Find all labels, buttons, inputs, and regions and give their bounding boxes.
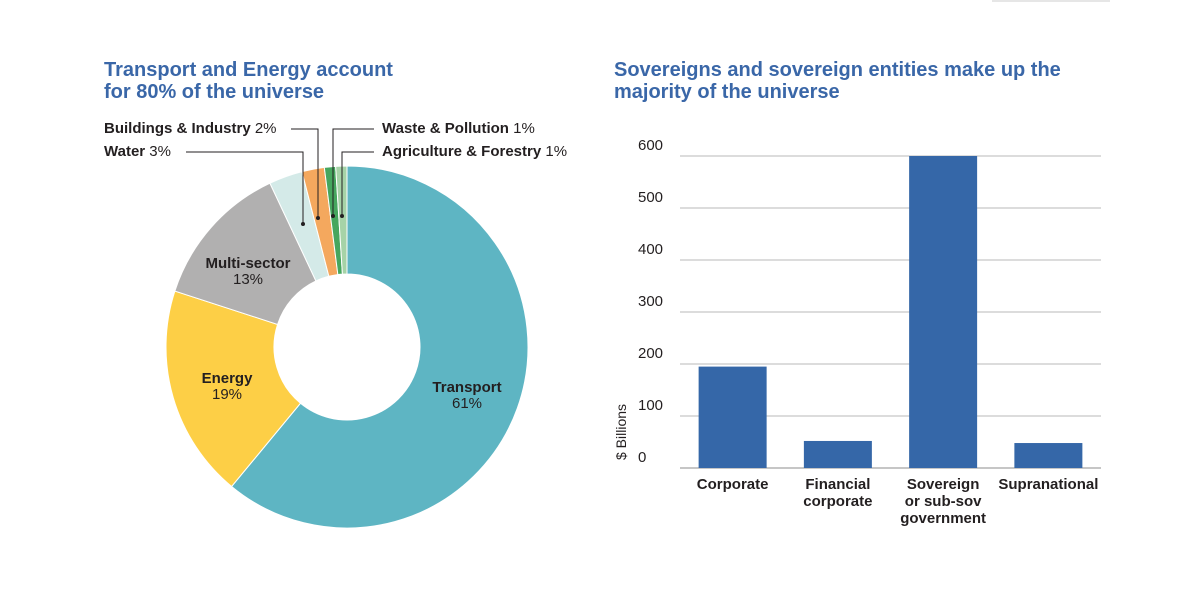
leader-line-waste-pollution [332,128,374,216]
x-tick-label-financial-corporate: Financial corporate [803,476,872,510]
y-tick-label-600: 600 [638,137,663,154]
leader-line-buildings-industry [291,128,319,218]
y-tick-label-300: 300 [638,293,663,310]
y-tick-label-400: 400 [638,241,663,258]
callout-label-waste-pollution: Waste & Pollution 1% [382,120,535,137]
callout-label-water: Water 3% [104,143,171,160]
y-tick-label-500: 500 [638,189,663,206]
leader-line-agriculture-forestry [341,151,374,216]
bar-corporate [698,366,767,468]
y-axis-label: $ Billions [613,404,629,460]
bar-sovereign-or-sub-sov-government [909,156,978,468]
leader-dot-agriculture-forestry [340,214,344,218]
x-tick-label-supranational: Supranational [998,476,1098,493]
x-tick-label-sovereign-or-sub-sov-government: Sovereign or sub-sov government [900,476,986,527]
bar-supranational [1014,443,1083,468]
top-edge-line [992,0,1110,2]
leader-line-water [186,151,304,224]
donut-slice-multi-sector [174,182,317,326]
y-tick-label-200: 200 [638,345,663,362]
slice-label-energy: Energy 19% [202,370,254,403]
slice-label-transport: Transport 61% [432,379,501,412]
donut-slice-transport [230,165,529,529]
y-tick-label-0: 0 [638,449,646,466]
leader-dot-buildings-industry [316,216,320,220]
bar-chart-title: Sovereigns and sovereign entities make u… [614,59,1061,103]
y-tick-label-100: 100 [638,397,663,414]
leader-dot-waste-pollution [331,214,335,218]
x-tick-label-corporate: Corporate [697,476,769,493]
donut-chart-title: Transport and Energy account for 80% of … [104,59,393,103]
callout-label-agriculture-forestry: Agriculture & Forestry 1% [382,143,567,160]
slice-label-multi-sector: Multi-sector 13% [205,255,290,288]
leader-dot-water [301,222,305,226]
bar-financial-corporate [803,440,872,468]
callout-label-buildings-industry: Buildings & Industry 2% [104,120,277,137]
donut-slice-agriculture-forestry [335,165,348,275]
donut-slice-energy [165,290,302,488]
